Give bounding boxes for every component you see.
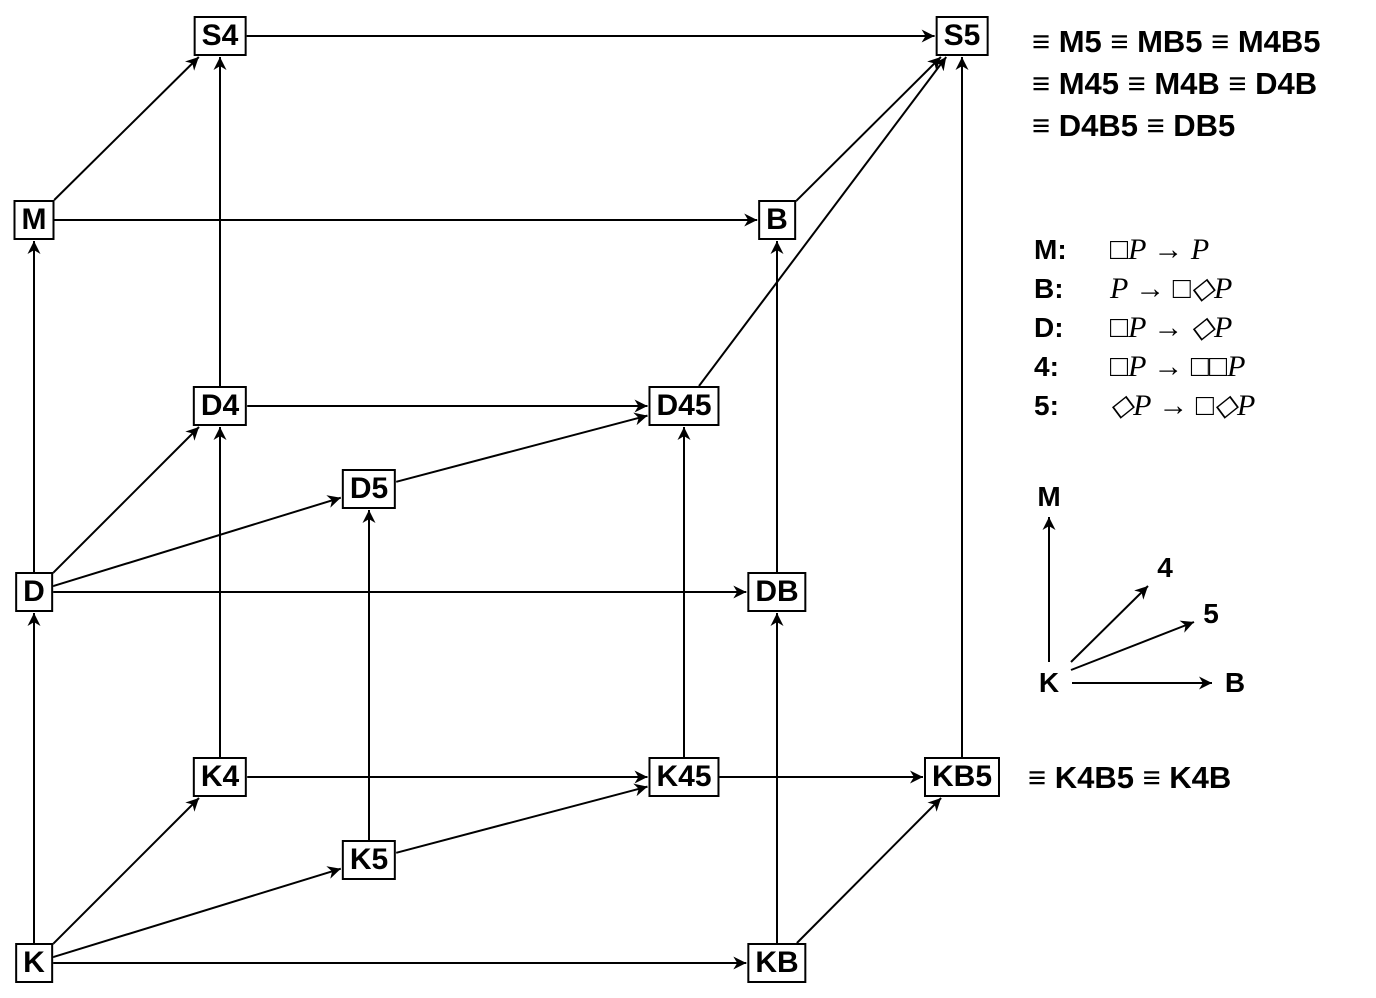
edge-k-to-k5 (52, 866, 342, 959)
node-d4: D4 (192, 386, 248, 426)
edge-d5-to-d45 (395, 412, 648, 483)
node-m: M (13, 200, 55, 240)
edge-d-to-d4 (52, 426, 200, 574)
axis-key-arrows (1042, 517, 1212, 690)
axiom-row-5: 5: ◇P → □◇P (1034, 386, 1255, 425)
node-kb: KB (747, 943, 807, 983)
node-kb5: KB5 (923, 757, 1001, 797)
axiom-formula: ◇P → □◇P (1110, 389, 1256, 422)
axiom-formula: □P → P (1110, 232, 1210, 266)
axiom-formula: □P → □□P (1110, 349, 1246, 383)
s5-equivalence-line-3: ≡ D4B5 ≡ DB5 (1032, 108, 1236, 143)
kb5-equivalence: ≡ K4B5 ≡ K4B (1028, 760, 1232, 795)
node-k4: K4 (192, 757, 248, 797)
node-s5: S5 (935, 16, 989, 56)
node-k45: K45 (648, 757, 720, 797)
axiom-row-d: D: □P → ◇P (1034, 308, 1232, 347)
edge-m-to-s4 (53, 56, 200, 201)
edge-d45-to-s5 (698, 56, 947, 387)
node-d5: D5 (341, 469, 397, 509)
axiom-row-m: M: □P → P (1034, 230, 1209, 269)
axiom-name: D: (1034, 311, 1064, 343)
edge-k-to-k4 (52, 797, 200, 945)
key-label-5: 5 (1203, 598, 1219, 629)
key-label-origin-k: K (1038, 667, 1060, 698)
axiom-name: 4: (1034, 350, 1059, 382)
key-label-m: M (1037, 481, 1061, 512)
node-k: K (15, 943, 53, 983)
s5-equivalence-line-1: ≡ M5 ≡ MB5 ≡ M4B5 (1032, 24, 1321, 59)
edge-k5-to-k45 (395, 783, 648, 854)
edge-kb-to-kb5 (796, 797, 942, 944)
node-d: D (15, 572, 53, 612)
axiom-name: M: (1034, 233, 1067, 265)
node-db: DB (747, 572, 807, 612)
s5-equivalence-line-2: ≡ M45 ≡ M4B ≡ D4B (1032, 66, 1318, 101)
node-d45: D45 (648, 386, 720, 426)
axiom-formula: P → □◇P (1110, 272, 1233, 305)
axiom-name: 5: (1034, 389, 1059, 421)
axiom-row-4: 4: □P → □□P (1034, 347, 1245, 386)
key-label-b: B (1224, 667, 1246, 698)
edge-b-to-s5 (795, 56, 942, 203)
node-b: B (758, 200, 796, 240)
axiom-row-b: B: P → □◇P (1034, 269, 1232, 308)
edge-d-to-d5 (52, 495, 342, 588)
axiom-formula: □P → ◇P (1110, 311, 1233, 344)
key-label-4: 4 (1157, 552, 1173, 583)
node-s4: S4 (193, 16, 247, 56)
edges (27, 29, 969, 970)
axiom-name: B: (1034, 272, 1064, 304)
node-k5: K5 (341, 840, 397, 880)
